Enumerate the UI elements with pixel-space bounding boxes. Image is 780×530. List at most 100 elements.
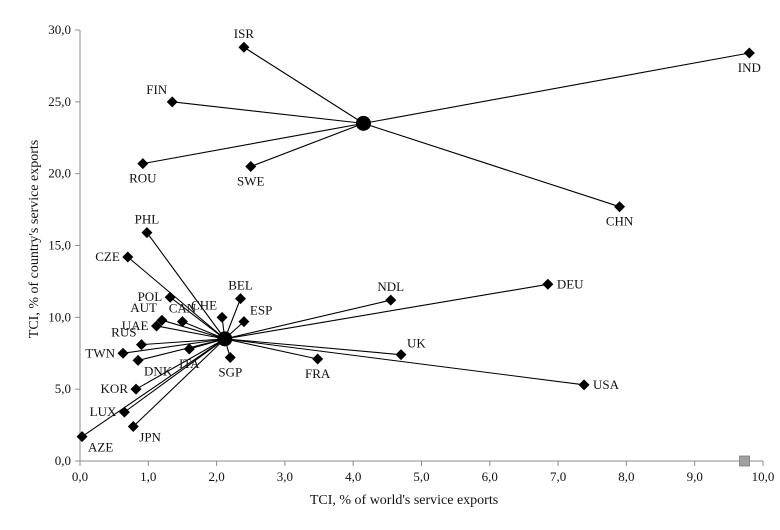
- diamond-marker-phl: [141, 227, 153, 239]
- x-tick-label: 2,0: [208, 469, 224, 484]
- diamond-marker-uk: [395, 349, 407, 361]
- diamond-marker-usa: [578, 379, 590, 391]
- x-tick-label: 4,0: [345, 469, 361, 484]
- connector-line: [224, 299, 391, 340]
- diamond-marker-sgp: [224, 352, 236, 364]
- point-label-kor: KOR: [101, 381, 129, 396]
- connector-line: [135, 338, 226, 390]
- diamond-marker-can: [176, 316, 188, 328]
- y-tick-label: 10,0: [48, 309, 71, 324]
- connector-line: [250, 122, 364, 167]
- connector-line: [224, 338, 585, 386]
- connector-line: [124, 338, 226, 413]
- point-label-aut: AUT: [130, 300, 157, 315]
- x-tick-label: 9,0: [687, 469, 703, 484]
- connector-line: [363, 52, 750, 124]
- y-tick-label: 0,0: [55, 453, 71, 468]
- connector-line: [182, 321, 226, 340]
- point-label-swe: SWE: [237, 173, 265, 188]
- point-label-jpn: JPN: [139, 430, 161, 445]
- y-tick-label: 20,0: [48, 166, 71, 181]
- connector-line: [127, 256, 226, 340]
- x-tick-label: 6,0: [482, 469, 498, 484]
- point-label-che: CHE: [191, 297, 217, 312]
- point-label-deu: DEU: [557, 276, 584, 291]
- y-tick-label: 30,0: [48, 22, 71, 37]
- point-label-aze: AZE: [88, 440, 113, 455]
- diamond-marker-jpn: [127, 421, 139, 433]
- point-label-phl: PHL: [135, 212, 160, 227]
- point-label-sgp: SGP: [218, 365, 242, 380]
- diamond-marker-ind: [743, 47, 755, 59]
- x-tick-label: 0,0: [72, 469, 88, 484]
- x-tick-label: 10,0: [752, 469, 775, 484]
- diamond-marker-chn: [614, 201, 626, 213]
- diamond-marker-che: [216, 311, 228, 323]
- point-label-uae: UAE: [122, 318, 149, 333]
- diamond-marker-pol: [164, 291, 176, 303]
- point-label-fra: FRA: [305, 366, 331, 381]
- point-labels: ISR IND FIN ROU SWE CHN PHL CZE BEL POL CHE ESP AUT C…: [85, 26, 760, 454]
- point-label-bel: BEL: [228, 278, 253, 293]
- point-label-ndl: NDL: [377, 279, 404, 294]
- connector-line: [156, 325, 225, 340]
- y-tick-label: 15,0: [48, 238, 71, 253]
- x-tick-label: 8,0: [618, 469, 634, 484]
- connector-line: [132, 338, 226, 427]
- connector-line: [142, 122, 364, 165]
- point-label-uk: UK: [407, 336, 426, 351]
- diamond-marker-swe: [245, 160, 257, 172]
- x-tick-label: 5,0: [413, 469, 429, 484]
- connector-line: [224, 283, 548, 340]
- diamond-marker-aze: [76, 431, 88, 443]
- connector-line: [146, 232, 226, 340]
- cluster-center-marker: [355, 115, 371, 131]
- diamond-marker-rus: [135, 339, 147, 351]
- connector-line: [224, 338, 318, 360]
- data-points: [76, 41, 755, 467]
- diamond-marker-kor: [130, 383, 142, 395]
- point-label-chn: CHN: [606, 214, 634, 229]
- diamond-marker-bel: [235, 293, 247, 305]
- x-tick-label: 1,0: [140, 469, 156, 484]
- cluster-center-marker: [217, 331, 233, 347]
- diamond-marker-ita: [183, 343, 195, 355]
- connector-line: [161, 319, 225, 340]
- connector-line: [243, 46, 364, 124]
- point-label-isr: ISR: [234, 26, 255, 41]
- x-axis-label: TCI, % of world's service exports: [310, 493, 498, 508]
- connector-line: [169, 296, 226, 340]
- diamond-marker-fin: [166, 96, 178, 108]
- point-label-rus: RUS: [111, 325, 136, 340]
- connector-line: [81, 338, 226, 438]
- diamond-marker-cze: [122, 251, 134, 263]
- y-tick-label: 25,0: [48, 94, 71, 109]
- diamond-marker-deu: [542, 278, 554, 290]
- point-label-esp: ESP: [250, 303, 272, 318]
- connector-line: [141, 338, 225, 346]
- diamond-marker-rou: [137, 158, 149, 170]
- diamond-marker-twn: [117, 347, 129, 359]
- point-label-cze: CZE: [95, 249, 120, 264]
- point-label-ita: ITA: [179, 356, 200, 371]
- y-tick-label: 5,0: [55, 381, 71, 396]
- diamond-marker-uae: [150, 320, 162, 332]
- point-label-can: CAN: [169, 301, 197, 316]
- connector-line: [224, 338, 402, 356]
- diamond-marker-isr: [238, 41, 250, 53]
- point-label-ind: IND: [738, 60, 761, 75]
- axes: 0,0 1,0 2,0 3,0 4,0 5,0 6,0 7,0 8,0 9,0 10,0 0,0 5,0…: [48, 22, 774, 484]
- x-tick-label: 3,0: [277, 469, 293, 484]
- diamond-marker-fra: [312, 353, 324, 365]
- point-label-dnk: DNK: [144, 363, 173, 378]
- connector-lines: [81, 46, 750, 438]
- connector-line: [172, 101, 364, 124]
- x-tick-label: 7,0: [550, 469, 566, 484]
- y-axis-label: TCI, % of country's service exports: [27, 140, 42, 338]
- connector-line: [122, 338, 225, 354]
- connector-line: [363, 122, 620, 208]
- gray-square-marker: [739, 455, 750, 467]
- diamond-marker-dnk: [132, 354, 144, 366]
- diamond-marker-aut: [156, 314, 168, 326]
